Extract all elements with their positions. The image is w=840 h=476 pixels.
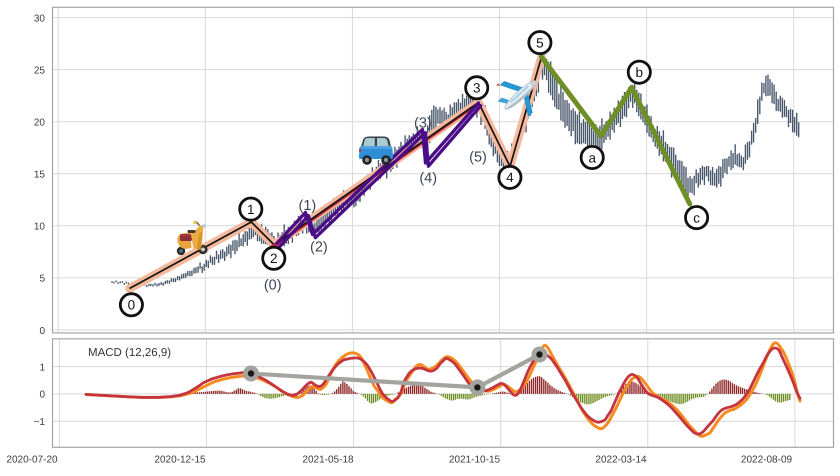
svg-text:2021-10-15: 2021-10-15 [449,455,501,466]
svg-text:(4): (4) [419,170,437,186]
svg-text:10: 10 [34,222,46,233]
svg-text:20: 20 [34,118,46,129]
svg-text:4: 4 [506,170,514,185]
svg-text:1: 1 [39,362,45,373]
svg-text:(2): (2) [310,239,328,255]
svg-text:2020-12-15: 2020-12-15 [154,455,206,466]
svg-text:30: 30 [34,13,46,24]
svg-text:−1: −1 [34,417,46,428]
svg-text:c: c [693,210,700,225]
svg-text:5: 5 [39,274,45,285]
svg-text:5: 5 [536,35,544,50]
svg-text:(5): (5) [469,149,487,165]
svg-text:15: 15 [34,170,46,181]
svg-text:1: 1 [247,202,255,217]
svg-text:2021-05-18: 2021-05-18 [302,455,354,466]
svg-text:0: 0 [39,326,45,337]
svg-text:a: a [588,150,596,165]
svg-text:MACD (12,26,9): MACD (12,26,9) [88,347,171,359]
svg-text:3: 3 [473,81,481,96]
svg-text:(0): (0) [264,278,282,294]
svg-text:2022-03-14: 2022-03-14 [595,455,647,466]
svg-text:25: 25 [34,65,46,76]
svg-text:0: 0 [39,390,45,401]
svg-text:(3): (3) [414,116,432,132]
svg-text:2: 2 [270,251,278,266]
svg-text:b: b [636,65,644,80]
svg-text:2020-07-20: 2020-07-20 [6,455,58,466]
svg-text:(1): (1) [299,198,317,214]
svg-text:2022-08-09: 2022-08-09 [741,455,793,466]
svg-text:0: 0 [128,298,136,313]
